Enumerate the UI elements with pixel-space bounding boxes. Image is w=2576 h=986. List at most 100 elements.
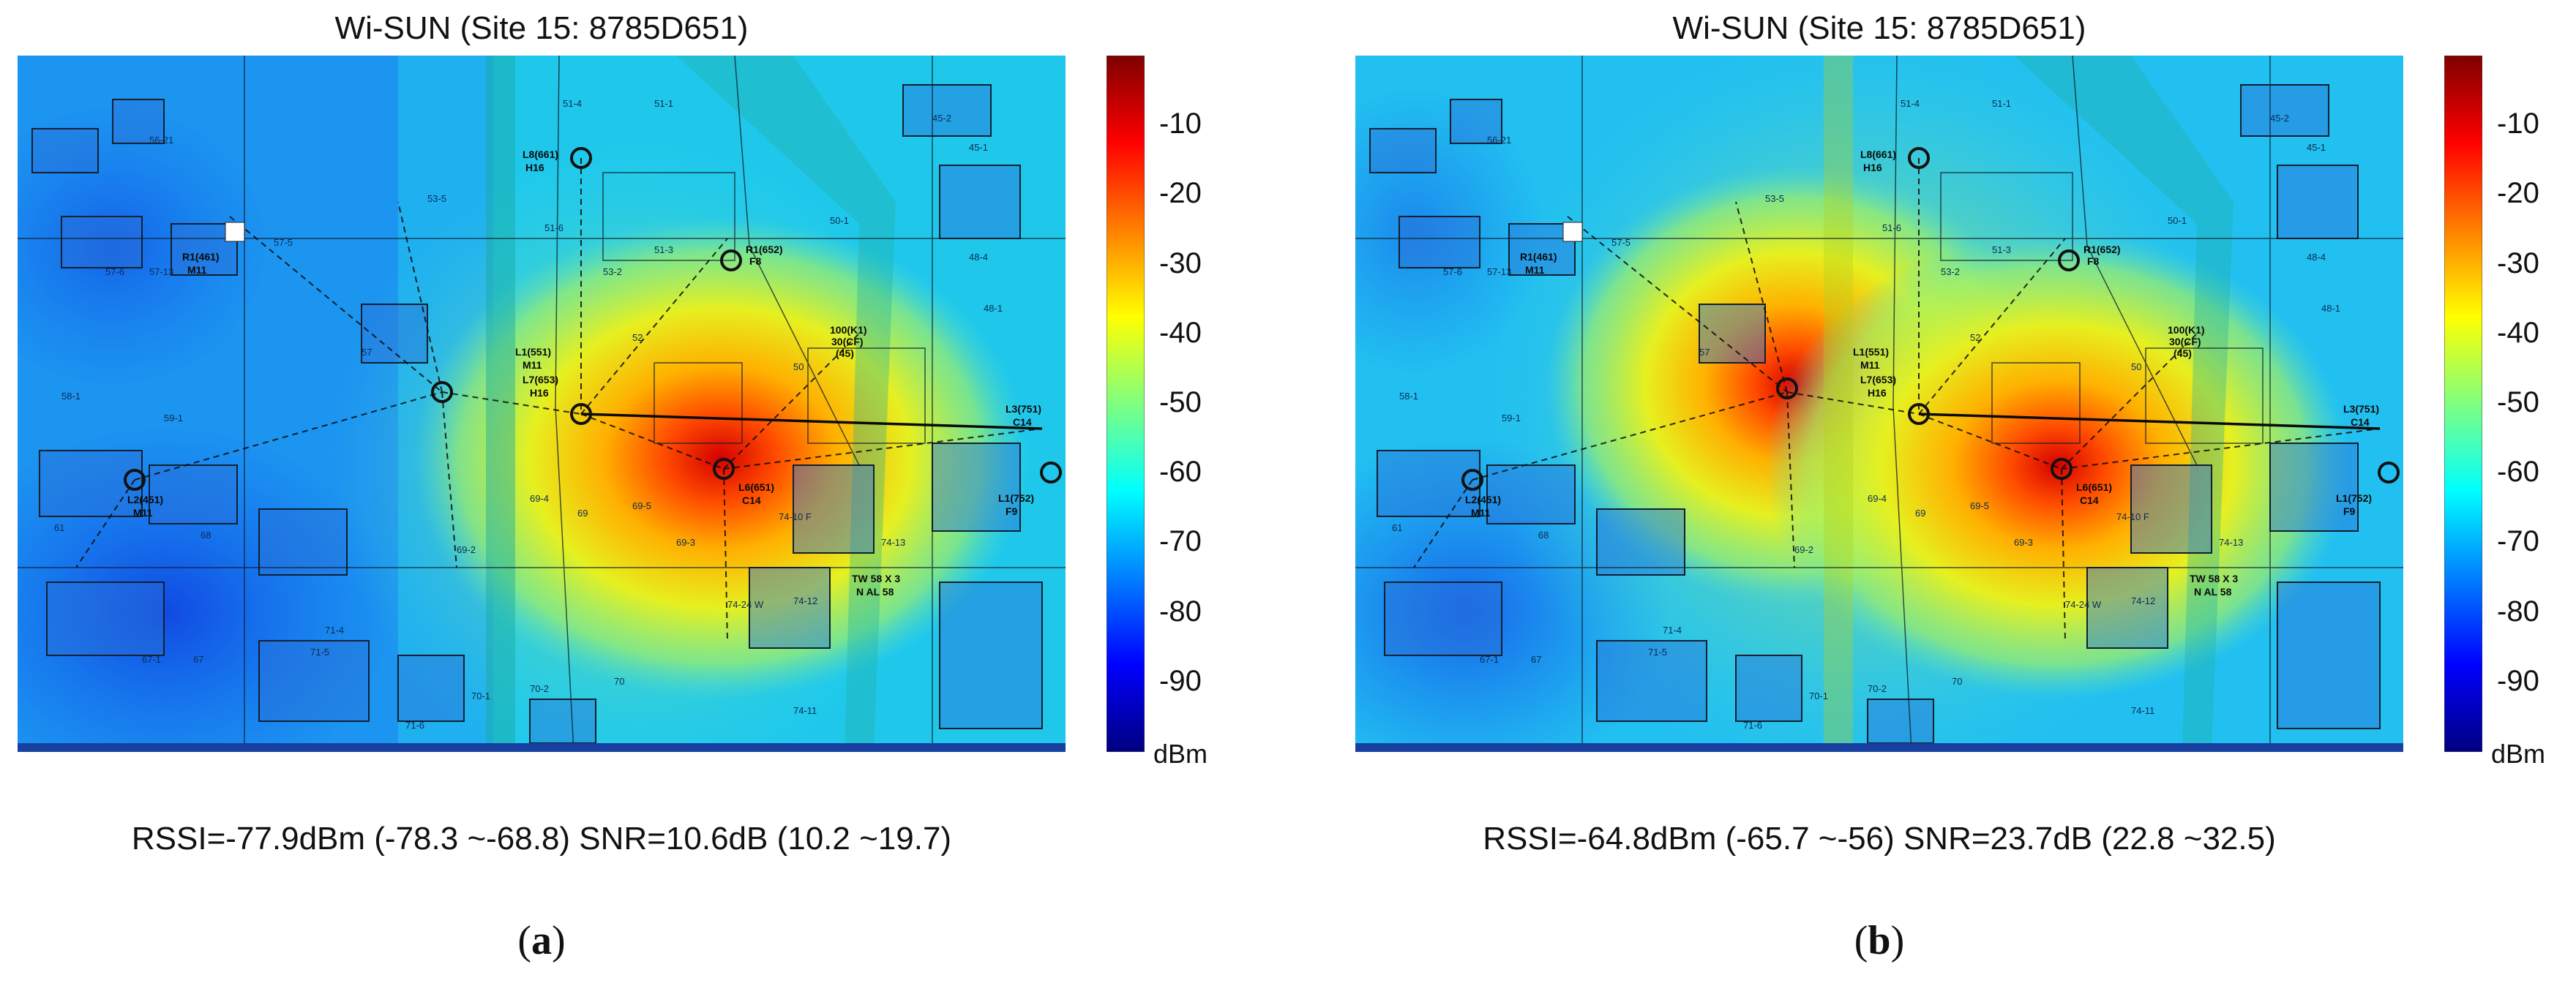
stats-text: RSSI=-77.9dBm (-78.3 ~-68.8) SNR=10.6dB … — [131, 821, 952, 857]
map-label: 52 — [632, 332, 643, 343]
colorbar-tick: -50 — [2497, 386, 2539, 418]
colorbar-tick: -30 — [2497, 246, 2539, 279]
colorbar-tick: -80 — [1159, 595, 1202, 628]
map-label: 51-6 — [1882, 222, 1901, 233]
map-label: 45-1 — [2307, 142, 2326, 153]
map-label: L8(661) — [1860, 148, 1896, 160]
map-label: 69-5 — [1970, 500, 1989, 511]
map-label: F9 — [2343, 505, 2356, 517]
map-label: 45-2 — [2270, 113, 2289, 124]
map-label: 45-1 — [969, 142, 988, 153]
map-label: 48-1 — [2321, 303, 2340, 314]
map-label: 71-4 — [1663, 625, 1682, 636]
rssi-heatmap: L8(661) H16 R1(652) F8 R1(461) M11 L1(55… — [18, 56, 1066, 752]
map-label: C14 — [2080, 494, 2099, 506]
map-title: Wi-SUN (Site 15: 8785D651) — [334, 10, 749, 46]
colorbar-tick: -70 — [2497, 525, 2539, 558]
map-label: 30(CF) — [2169, 336, 2201, 347]
map-label: 58-1 — [1399, 391, 1418, 402]
map-label: R1(652) — [2083, 244, 2121, 255]
map-label: 57-6 — [105, 266, 124, 277]
subfigure-letter: a — [531, 918, 552, 963]
heatmap-svg: L8(661) H16 R1(652) F8 R1(461) M11 L1(55… — [18, 56, 1066, 752]
map-label: 48-4 — [969, 252, 988, 263]
map-label: 51-1 — [654, 98, 673, 109]
map-label: 69 — [1915, 508, 1925, 519]
colorbar-tick: -90 — [1159, 664, 1202, 697]
map-label: 71-5 — [1648, 647, 1667, 658]
subfigure-label: (a) — [517, 918, 566, 963]
map-label: H16 — [530, 387, 549, 399]
colorbar-unit: dBm — [1153, 739, 1208, 769]
colorbar-tick: -70 — [1159, 525, 1202, 558]
map-label: 69-4 — [530, 493, 549, 504]
map-label: 69-4 — [1868, 493, 1887, 504]
map-label: (45) — [836, 347, 854, 359]
map-label: 50-1 — [830, 215, 849, 226]
colorbar-tick: -60 — [1159, 456, 1202, 489]
map-label: M11 — [187, 264, 207, 276]
map-label: 68 — [201, 530, 211, 541]
map-label: 69-3 — [2014, 537, 2033, 548]
map-label: 59-1 — [164, 413, 183, 424]
map-label: C14 — [2351, 416, 2370, 428]
map-label: 51-1 — [1992, 98, 2011, 109]
map-label: R1(652) — [746, 244, 783, 255]
map-label: TW 58 X 3 — [2190, 573, 2238, 584]
colorbar: -10 -20 -30 -40 -50 -60 -70 -80 -90 dBm — [1106, 55, 1208, 769]
map-label: L6(651) — [738, 481, 774, 493]
map-label: F8 — [2087, 255, 2100, 267]
colorbar-unit: dBm — [2491, 739, 2546, 769]
map-label: 71-6 — [405, 720, 424, 731]
map-label: 50 — [793, 361, 804, 372]
colorbar-tick: -30 — [1159, 246, 1202, 279]
colorbar-tick: -40 — [1159, 316, 1202, 349]
subfigure-label: (b) — [1854, 918, 1905, 963]
map-label: 50-1 — [2168, 215, 2187, 226]
map-label: 67 — [193, 654, 203, 665]
map-label: L1(752) — [2336, 492, 2372, 504]
panel-a: Wi-SUN (Site 15: 8785D651) — [18, 10, 1208, 963]
map-label: 53-5 — [427, 193, 446, 204]
map-label: 70-2 — [530, 683, 549, 694]
map-label: H16 — [1863, 162, 1882, 173]
map-label: 51-3 — [1992, 244, 2011, 255]
colorbar-svg — [1106, 55, 1145, 753]
map-label: 57-5 — [1611, 237, 1630, 248]
colorbar-tick: -20 — [1159, 177, 1202, 210]
map-label: M11 — [133, 507, 153, 519]
colorbar-tick: -20 — [2497, 177, 2539, 210]
map-label: 71-5 — [310, 647, 329, 658]
map-label: 50 — [2131, 361, 2141, 372]
colorbar-tick: -60 — [2497, 456, 2539, 489]
map-label: 48-4 — [2307, 252, 2326, 263]
map-label: 48-1 — [984, 303, 1003, 314]
colorbar-tick: -10 — [1159, 108, 1202, 140]
map-label: 71-4 — [325, 625, 344, 636]
map-label: 57-13 — [1487, 266, 1511, 277]
map-label: 70 — [1952, 676, 1962, 687]
map-label: 61 — [1392, 522, 1402, 533]
map-label: 69-5 — [632, 500, 651, 511]
map-label: L2(451) — [1465, 494, 1501, 505]
map-label: 74-10 F — [2116, 511, 2149, 522]
map-label: L7(653) — [523, 374, 558, 385]
stats-text: RSSI=-64.8dBm (-65.7 ~-56) SNR=23.7dB (2… — [1483, 821, 2276, 857]
map-label: R1(461) — [1520, 251, 1557, 263]
map-label: 74-11 — [2131, 705, 2154, 716]
map-label: 68 — [1538, 530, 1549, 541]
map-label: F9 — [1006, 505, 1018, 517]
colorbar-tick: -50 — [1159, 386, 1202, 418]
map-label: L8(661) — [523, 148, 558, 160]
map-label: L1(752) — [998, 492, 1034, 504]
map-label: C14 — [742, 494, 761, 506]
map-label: L2(451) — [127, 494, 163, 505]
map-label: 70-1 — [1809, 690, 1828, 701]
rssi-heatmap: L8(661) H16 R1(652) F8 R1(461) M11 L1(55… — [1355, 56, 2403, 752]
map-label: 74-13 — [881, 537, 905, 548]
map-label: 67-1 — [142, 654, 161, 665]
map-label: 52 — [1970, 332, 1980, 343]
map-label: L3(751) — [2343, 403, 2379, 415]
map-label: 56-21 — [1487, 135, 1511, 146]
map-label: C14 — [1013, 416, 1032, 428]
